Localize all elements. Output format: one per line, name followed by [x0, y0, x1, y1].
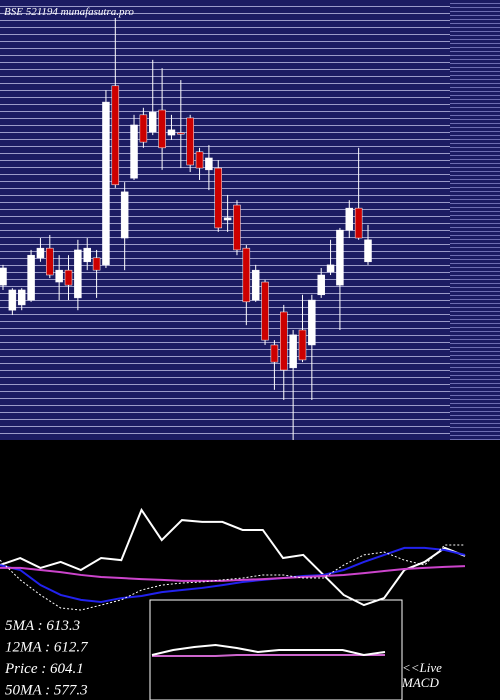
candle-body	[139, 114, 148, 143]
indicator-line	[0, 507, 466, 607]
candle-body	[46, 247, 54, 276]
indicator-value: 50MA : 577.3	[5, 683, 88, 699]
candle-body	[64, 269, 73, 286]
candle-body	[0, 267, 7, 286]
candle-body	[167, 129, 176, 136]
candle-body	[298, 329, 307, 361]
candle-body	[195, 151, 204, 169]
candle-body	[289, 334, 297, 369]
indicator-line	[152, 654, 385, 657]
candle-body	[17, 289, 26, 306]
candle-body	[270, 344, 279, 363]
candle-body	[148, 111, 157, 133]
indicator-value: Price : 604.1	[4, 661, 84, 677]
candle-body	[130, 124, 138, 179]
candle-body	[308, 299, 316, 346]
candle-body	[336, 229, 344, 286]
candle-body	[223, 217, 232, 221]
chart-title: BSE 521194 munafasutra.pro	[4, 6, 134, 18]
candle-body	[177, 132, 185, 135]
candle-body	[92, 257, 101, 271]
candle-body	[242, 247, 251, 303]
indicator-value: 5MA : 613.3	[5, 618, 80, 634]
candle-body	[111, 85, 120, 186]
candle-body	[36, 247, 45, 259]
price-panel	[0, 0, 500, 440]
candle-body	[354, 207, 363, 239]
candle-body	[317, 274, 325, 296]
indicator-line	[0, 544, 465, 611]
macd-label: <<Live MACD	[402, 660, 442, 690]
candle-body	[345, 207, 354, 231]
candle-body	[8, 289, 17, 311]
candle-body	[280, 311, 288, 371]
candle-body	[74, 249, 82, 299]
candle-body	[326, 264, 335, 273]
candle-body	[102, 101, 110, 266]
candle-body	[233, 204, 241, 251]
candle-body	[186, 117, 194, 166]
indicator-value: 12MA : 612.7	[5, 640, 89, 656]
price-scale	[450, 0, 500, 440]
candle-body	[205, 157, 213, 171]
candle-body	[214, 167, 223, 229]
indicator-line	[0, 565, 466, 582]
candle-body	[83, 247, 91, 263]
candle-body	[27, 254, 35, 301]
candle-body	[261, 281, 269, 341]
candle-body	[251, 269, 260, 301]
candle-body	[364, 239, 372, 263]
indicator-line	[151, 643, 386, 657]
candle-body	[120, 191, 129, 239]
candle-body	[158, 109, 166, 149]
candle-body	[55, 269, 63, 283]
